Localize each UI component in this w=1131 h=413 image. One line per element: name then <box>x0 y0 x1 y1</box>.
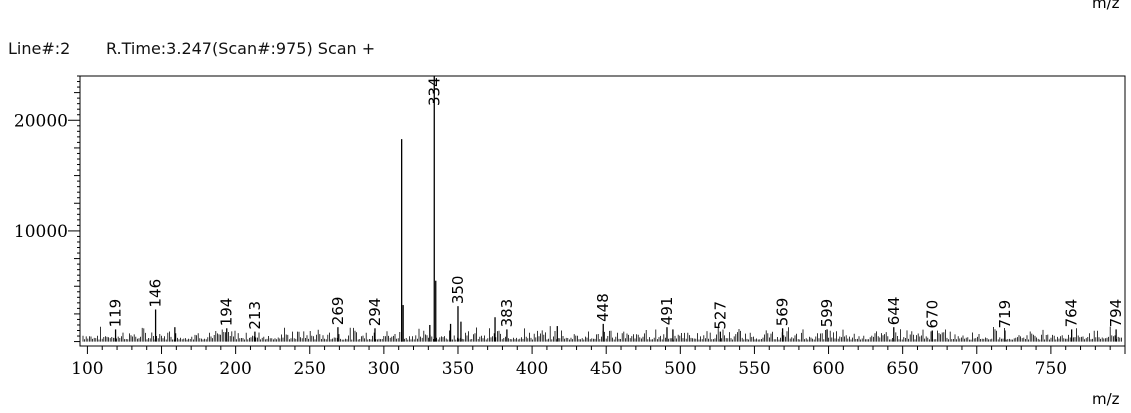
peak-label-644: 644 <box>885 297 903 326</box>
peak-label-491: 491 <box>658 297 676 326</box>
x-tick-label: 750 <box>1035 359 1067 379</box>
y-tick-label: 10000 <box>14 222 68 242</box>
peak-label-794: 794 <box>1107 299 1125 328</box>
peak-label-269: 269 <box>329 297 347 326</box>
x-tick-label: 650 <box>886 359 918 379</box>
x-tick-label: 150 <box>145 359 177 379</box>
peak-label-119: 119 <box>107 299 125 328</box>
x-tick-label: 700 <box>961 359 993 379</box>
peak-label-670: 670 <box>923 300 941 329</box>
x-axis-label: m/z <box>1092 390 1120 408</box>
x-tick-label: 250 <box>294 359 326 379</box>
x-tick-label: 200 <box>219 359 251 379</box>
x-tick-label: 550 <box>738 359 770 379</box>
peak-label-350: 350 <box>449 276 467 305</box>
peak-label-213: 213 <box>246 301 264 330</box>
header-line-label: Line#:2 <box>8 39 70 58</box>
peak-label-569: 569 <box>774 298 792 327</box>
x-tick-label: 350 <box>442 359 474 379</box>
y-tick-label: 20000 <box>14 111 68 131</box>
plot-frame <box>79 75 1126 347</box>
peak-bars <box>114 76 1117 342</box>
baseline-noise <box>82 326 1122 342</box>
peak-label-294: 294 <box>366 298 384 327</box>
peak-label-764: 764 <box>1063 299 1081 328</box>
x-tick-label: 400 <box>516 359 548 379</box>
x-tick-label: 600 <box>812 359 844 379</box>
peak-label-334: 334 <box>425 77 443 106</box>
x-axis: 100 150 200 250 300 350 400 450 500 550 600 650 700 7… <box>71 346 1126 379</box>
peak-label-719: 719 <box>996 300 1014 329</box>
x-tick-label: 500 <box>664 359 696 379</box>
y-axis: 10000 20000 <box>14 75 80 343</box>
top-unit-label: m/z <box>1092 0 1120 12</box>
peak-label-194: 194 <box>218 298 236 327</box>
peak-label-599: 599 <box>818 299 836 328</box>
header-scan-info: R.Time:3.247(Scan#:975) Scan + <box>106 39 375 58</box>
noise-path <box>82 326 1122 342</box>
peak-label-448: 448 <box>594 293 612 322</box>
peak-label-146: 146 <box>147 279 165 308</box>
x-tick-label: 300 <box>368 359 400 379</box>
peak-label-527: 527 <box>711 301 729 330</box>
peak-labels: 334 146 350 383 119 194 213 269 294 448 491 527 569 5… <box>107 77 1126 329</box>
x-tick-label: 450 <box>590 359 622 379</box>
x-tick-label: 100 <box>71 359 103 379</box>
peak-label-383: 383 <box>498 299 516 328</box>
